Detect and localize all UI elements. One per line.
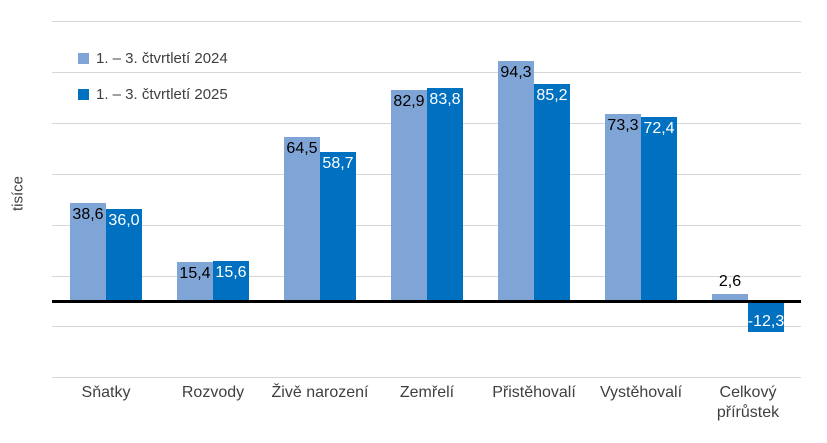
bar-value-label: 36,0	[108, 212, 140, 229]
bar-value-label: 64,5	[286, 140, 318, 157]
bar-2025-3	[320, 152, 356, 301]
bar-2025-6	[641, 117, 677, 301]
gridline	[52, 377, 801, 378]
bar-2024-1	[70, 203, 106, 301]
legend-swatch-2025-icon	[78, 88, 89, 100]
bar-2024-3	[284, 137, 320, 301]
gridline	[52, 21, 801, 22]
category-label-5: Přistěhovalí	[492, 384, 576, 401]
bar-value-label: 15,4	[179, 265, 211, 282]
bar-value-label: 58,7	[322, 155, 354, 172]
bar-2024-5	[498, 61, 534, 301]
gridline	[52, 72, 801, 73]
category-label-3: Živě narození	[271, 384, 369, 401]
bar-value-label: 73,3	[607, 117, 639, 134]
bar-2025-7	[748, 301, 784, 332]
category-label-7: Celkový přírůstek	[716, 384, 780, 421]
bar-value-label: -12,3	[747, 313, 785, 330]
bar-2024-7	[712, 294, 748, 301]
chart-legend: 1. – 3. čtvrtletí 2024 1. – 3. čtvrtletí…	[78, 49, 228, 121]
bar-value-label: 72,4	[643, 120, 675, 137]
bar-2025-1	[106, 209, 142, 301]
bar-2025-2	[213, 261, 249, 301]
bar-value-label: 38,6	[72, 206, 104, 223]
category-label-2: Rozvody	[181, 384, 245, 401]
gridline	[52, 326, 801, 327]
bar-2025-4	[427, 88, 463, 301]
bar-value-label: 2,6	[718, 273, 742, 290]
bar-value-label: 85,2	[536, 87, 568, 104]
zero-axis-line	[52, 300, 801, 303]
legend-item-2024: 1. – 3. čtvrtletí 2024	[78, 49, 228, 67]
category-label-4: Zemřelí	[399, 384, 455, 401]
legend-item-2025: 1. – 3. čtvrtletí 2025	[78, 85, 228, 103]
bar-2024-6	[605, 114, 641, 301]
category-label-6: Vystěhovalí	[599, 384, 683, 401]
category-label-1: Sňatky	[81, 384, 131, 401]
bar-value-label: 83,8	[429, 91, 461, 108]
y-axis-title: tisíce	[9, 176, 27, 212]
bar-value-label: 94,3	[500, 64, 532, 81]
legend-label-2025: 1. – 3. čtvrtletí 2025	[96, 85, 228, 103]
bar-2024-2	[177, 262, 213, 301]
bar-2025-5	[534, 84, 570, 301]
legend-swatch-2024-icon	[78, 52, 89, 64]
legend-label-2024: 1. – 3. čtvrtletí 2024	[96, 49, 228, 67]
bar-2024-4	[391, 90, 427, 301]
bar-value-label: 82,9	[393, 93, 425, 110]
bar-value-label: 15,6	[215, 264, 247, 281]
